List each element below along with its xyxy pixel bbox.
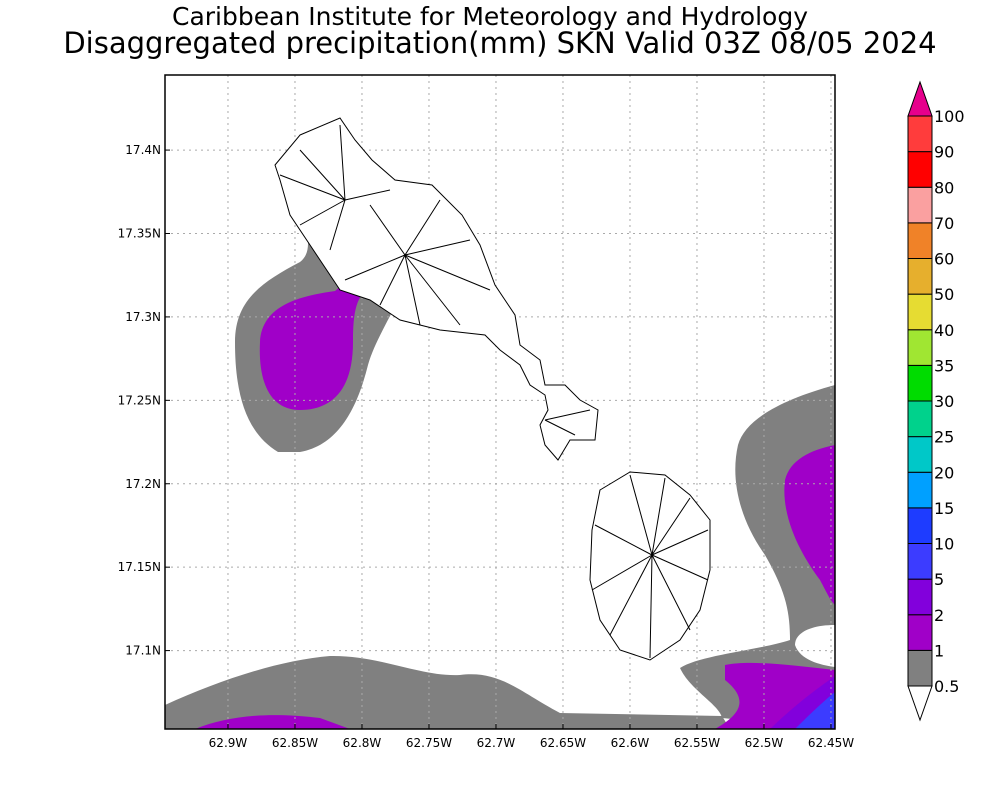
y-tick-label: 17.4N <box>125 143 161 157</box>
y-tick-label: 17.2N <box>125 477 161 491</box>
colorbar-swatch <box>907 186 933 224</box>
x-tick-label: 62.65W <box>540 736 586 750</box>
island-nevis <box>589 471 711 661</box>
x-tick-label: 62.7W <box>477 736 516 750</box>
x-tick-label: 62.55W <box>674 736 720 750</box>
colorbar-label: 60 <box>934 250 954 269</box>
grid-lines <box>165 75 835 729</box>
colorbar-swatch <box>907 400 933 438</box>
colorbar-swatch <box>907 578 933 616</box>
colorbar-label: 70 <box>934 214 954 233</box>
y-tick-label: 17.25N <box>118 393 161 407</box>
x-tick-label: 62.9W <box>209 736 248 750</box>
precip-field <box>165 194 835 729</box>
colorbar-swatch <box>907 471 933 509</box>
colorbar-swatch <box>907 364 933 402</box>
colorbar-swatch <box>907 436 933 473</box>
colorbar-swatch <box>907 222 933 259</box>
colorbar-label: 20 <box>934 463 954 482</box>
title-line-1: Caribbean Institute for Meteorology and … <box>172 2 808 31</box>
y-tick-label: 17.1N <box>125 644 161 658</box>
x-tick-label: 62.6W <box>611 736 650 750</box>
x-tick-label: 62.45W <box>808 736 854 750</box>
colorbar-label: 1 <box>934 641 944 660</box>
x-tick-label: 62.85W <box>272 736 318 750</box>
title-line-2: Disaggregated precipitation(mm) SKN Vali… <box>63 26 937 60</box>
colorbar-label: 5 <box>934 570 944 589</box>
colorbar-label: 2 <box>934 606 944 625</box>
island-st-kitts <box>274 117 599 461</box>
x-tick-label: 62.5W <box>745 736 784 750</box>
colorbar-label: 100 <box>934 107 965 126</box>
precip-region-gray-south <box>165 655 730 729</box>
plot-frame <box>164 74 836 730</box>
y-tick-label: 17.15N <box>118 560 161 574</box>
colorbar-label: 35 <box>934 356 954 375</box>
colorbar-label: 15 <box>934 499 954 518</box>
colorbar-label: 50 <box>934 285 954 304</box>
colorbar-label: 40 <box>934 321 954 340</box>
colorbar-swatch <box>907 649 933 687</box>
precip-gap-white <box>795 625 835 667</box>
colorbar-label: 30 <box>934 392 954 411</box>
colorbar-label: 0.5 <box>934 677 959 696</box>
colorbar-label: 90 <box>934 143 954 162</box>
colorbar-swatch <box>907 329 933 366</box>
colorbar-label: 10 <box>934 535 954 554</box>
colorbar-swatch <box>907 293 933 331</box>
y-tick-label: 17.3N <box>125 310 161 324</box>
colorbar-swatch <box>907 115 933 153</box>
colorbar-swatch <box>907 151 933 188</box>
colorbar-swatch <box>907 507 933 544</box>
colorbar-swatch <box>907 614 933 651</box>
precip-region-purple-south <box>195 715 350 729</box>
y-tick-label: 17.35N <box>118 226 161 240</box>
colorbar-swatch <box>907 258 933 295</box>
x-tick-label: 62.75W <box>406 736 452 750</box>
colorbar-under-arrow <box>907 685 933 722</box>
x-tick-label: 62.8W <box>343 736 382 750</box>
colorbar-label: 25 <box>934 428 954 447</box>
colorbar-label: 80 <box>934 178 954 197</box>
precip-region-purple-east <box>784 445 835 605</box>
colorbar-swatch <box>907 543 933 580</box>
precip-region-blue-southeast <box>795 692 835 729</box>
colorbar-over-arrow <box>907 80 933 117</box>
